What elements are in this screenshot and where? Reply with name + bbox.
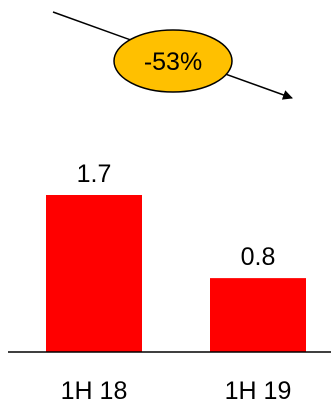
bar-value-label-1h-18: 1.7 [77,160,112,188]
bar-1h-19 [210,278,306,352]
bar-value-label-1h-19: 0.8 [241,243,276,271]
x-tick-label-1h-19: 1H 19 [225,377,292,402]
annotation-label: -53% [144,48,202,76]
x-tick-label-1h-18: 1H 18 [61,377,128,402]
change-annotation: -53% [113,29,233,93]
annotation-ellipse [113,29,233,93]
bar-1h-18 [46,195,142,352]
